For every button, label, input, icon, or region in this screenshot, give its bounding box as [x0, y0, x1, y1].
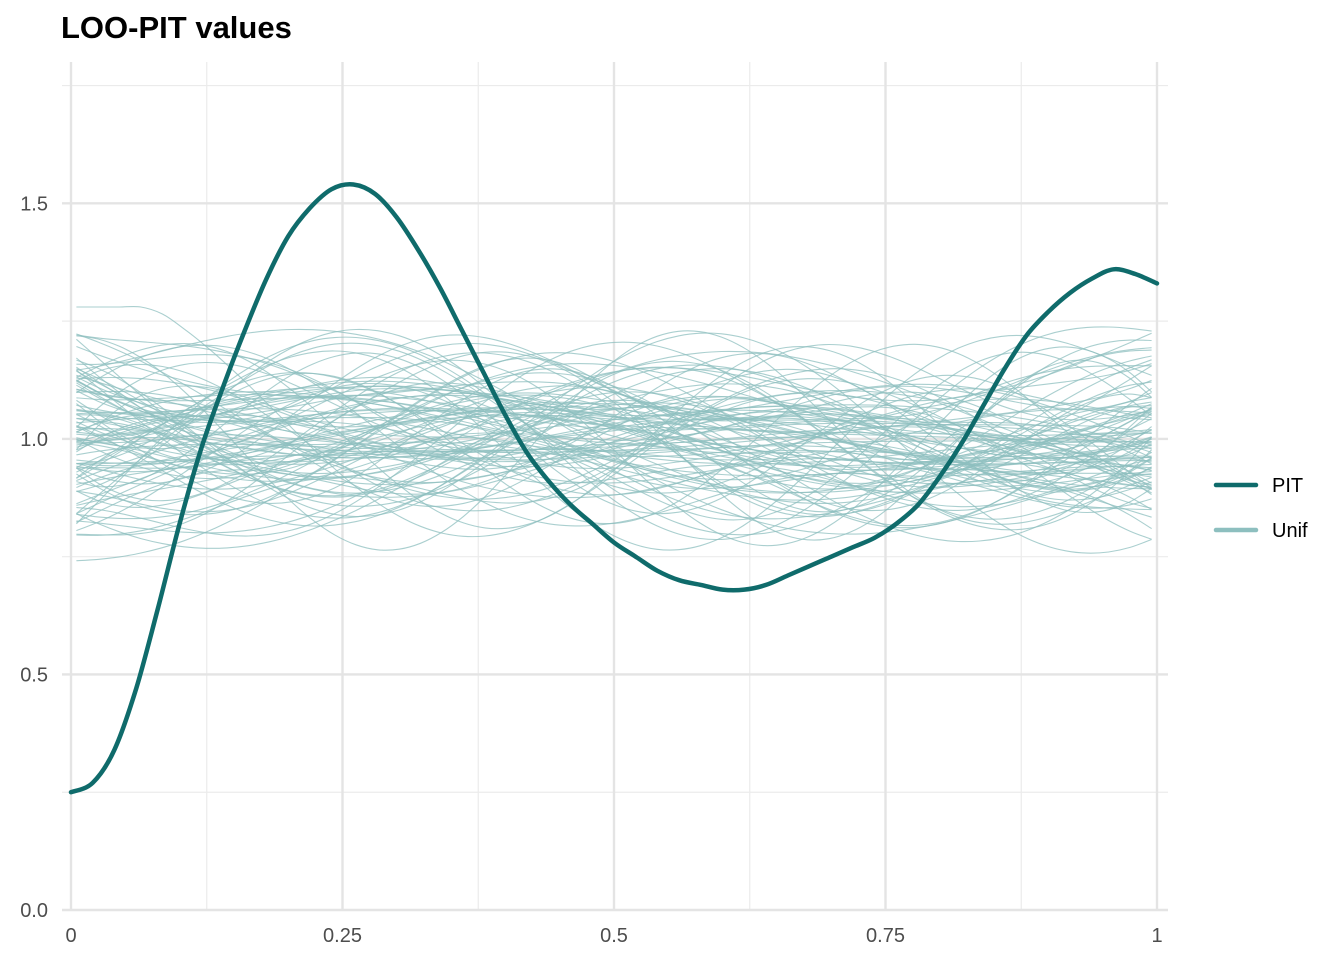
unif-line [76, 343, 1152, 530]
x-tick-label: 0.25 [323, 925, 362, 947]
unif-line [76, 334, 1152, 509]
unif-line [76, 332, 1152, 554]
legend-label-pit: PIT [1272, 475, 1303, 497]
unif-line [76, 410, 1152, 490]
unif-line [76, 363, 1152, 562]
unif-line [76, 388, 1152, 459]
unif-line [76, 382, 1152, 532]
y-tick-label: 1.5 [20, 193, 48, 215]
legend-label-unif: Unif [1272, 520, 1308, 542]
unif-line [76, 383, 1152, 447]
y-tick-label: 1.0 [20, 429, 48, 451]
unif-line [76, 350, 1152, 549]
unif-line [76, 380, 1152, 483]
legend: PIT Unif [1213, 475, 1308, 542]
unif-line [76, 338, 1152, 507]
unif-line [76, 392, 1152, 505]
unif-line [76, 402, 1152, 481]
unif-line [76, 359, 1152, 520]
unif-line [76, 385, 1152, 494]
unif-line [76, 401, 1152, 468]
unif-line [76, 394, 1152, 484]
pit-series [68, 182, 1160, 795]
y-tick-label: 0.5 [20, 664, 48, 686]
unif-line [76, 342, 1152, 490]
unif-line [76, 382, 1152, 512]
unif-line [76, 347, 1152, 523]
unif-line [76, 394, 1152, 476]
unif-line [76, 376, 1152, 518]
unif-line [76, 372, 1152, 529]
unif-line [76, 328, 1152, 535]
chart-title: LOO-PIT values [61, 10, 292, 45]
unif-line [76, 364, 1152, 527]
x-axis: 0 0.25 0.5 0.75 1 [65, 925, 1162, 947]
x-tick-label: 1 [1151, 925, 1162, 947]
unif-line [76, 391, 1152, 497]
unif-line [76, 334, 1152, 540]
x-tick-label: 0 [65, 925, 76, 947]
pit-line [68, 182, 1160, 795]
unif-line [76, 383, 1152, 492]
unif-line [76, 394, 1152, 465]
unif-line [76, 404, 1152, 485]
unif-line [76, 326, 1152, 541]
unif-line [75, 351, 1152, 521]
unif-line [76, 365, 1152, 481]
y-axis: 0.0 0.5 1.0 1.5 [20, 193, 48, 922]
unif-line [76, 357, 1152, 498]
unif-line [76, 385, 1152, 490]
unif-line [76, 361, 1152, 527]
unif-line [76, 402, 1152, 489]
unif-line [76, 426, 1152, 491]
y-tick-label: 0.0 [20, 900, 48, 922]
x-tick-label: 0.75 [866, 925, 905, 947]
unif-line [76, 407, 1152, 473]
unif-line [76, 343, 1152, 525]
x-tick-label: 0.5 [600, 925, 628, 947]
